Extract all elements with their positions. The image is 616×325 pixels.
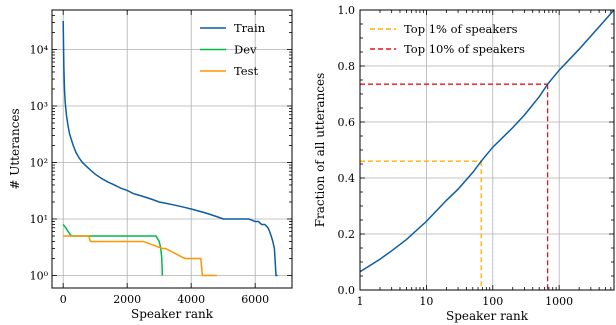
left-y-tick-label: 10³	[30, 100, 48, 113]
left-y-tick-label: 10²	[30, 156, 48, 169]
legend-label-annotation-1: Top 10% of speakers	[404, 42, 525, 56]
legend-label-dev: Dev	[234, 43, 257, 57]
right-y-tick-label: 1.0	[338, 4, 356, 17]
right-y-tick-label: 0.8	[338, 60, 356, 73]
right-ticks: 1 10 100 1000 0.0 0.2 0.4 0.6 0.8 1.0	[338, 4, 614, 308]
left-ticks: 0 2000 4000 6000 10⁰ 10¹ 10² 10³ 10⁴	[30, 9, 292, 306]
left-series-line-train	[62, 20, 278, 277]
left-x-tick-label: 2000	[113, 293, 141, 306]
right-y-tick-label: 0.2	[338, 228, 356, 241]
left-plot-frame	[51, 9, 293, 289]
right-annotations	[360, 83, 549, 290]
utterances-per-speaker-chart: 0 2000 4000 6000 10⁰ 10¹ 10² 10³ 10⁴ Train Dev Tes…	[8, 9, 293, 321]
left-series-line-dev	[62, 223, 164, 276]
right-x-tick-label: 10	[419, 295, 433, 308]
left-x-tick-label: 4000	[177, 293, 205, 306]
left-x-tick-label: 0	[60, 293, 67, 306]
legend-label-test: Test	[234, 64, 258, 78]
left-x-axis-label: Speaker rank	[131, 307, 214, 321]
right-legend: Top 1% of speakers Top 10% of speakers	[370, 22, 525, 56]
left-grid	[52, 10, 292, 288]
right-y-axis-label: Fraction of all utterances	[313, 73, 327, 228]
legend-label-train: Train	[234, 21, 266, 35]
left-legend: Train Dev Test	[200, 21, 266, 78]
legend-label-annotation-0: Top 1% of speakers	[404, 22, 518, 36]
right-x-tick-label: 1000	[545, 295, 573, 308]
right-y-tick-label: 0.4	[338, 172, 356, 185]
cumulative-fraction-chart: 1 10 100 1000 0.0 0.2 0.4 0.6 0.8 1.0 Top 1% of s…	[313, 4, 615, 323]
right-y-tick-label: 0.6	[338, 116, 356, 129]
right-x-axis-label: Speaker rank	[446, 309, 529, 323]
left-x-tick-label: 6000	[241, 293, 269, 306]
right-y-tick-label: 0.0	[338, 284, 356, 297]
right-series	[359, 9, 615, 273]
right-x-tick-label: 100	[482, 295, 503, 308]
left-y-axis-label: # Utterances	[8, 108, 22, 189]
left-y-tick-label: 10⁴	[30, 43, 49, 56]
right-x-tick-label: 1	[357, 295, 364, 308]
left-series-line-test	[63, 235, 217, 277]
left-series	[62, 20, 278, 277]
left-y-tick-label: 10⁰	[30, 269, 49, 282]
cumulative-fraction-line	[359, 9, 615, 273]
left-y-tick-label: 10¹	[30, 213, 48, 226]
